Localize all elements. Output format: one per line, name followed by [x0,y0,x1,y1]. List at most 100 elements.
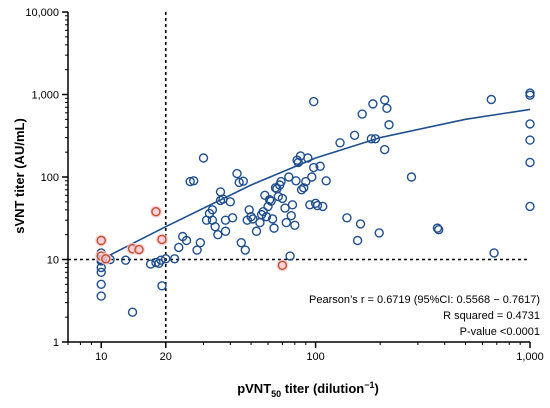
data-point-blue [188,176,199,186]
data-point-blue [156,255,166,265]
data-point-blue [227,213,238,223]
data-point-blue [277,193,288,204]
data-point-blue [251,226,262,236]
x-axis-title: pVNT50 titer (dilution−1) [237,380,379,399]
data-point-blue [357,109,367,119]
data-point-blue [96,279,106,290]
data-point-blue [261,212,272,222]
data-point-blue [232,168,242,179]
data-point-blue [379,144,390,155]
data-point-blue [312,200,323,211]
data-point-blue [315,161,325,171]
fit-curve [100,108,531,261]
data-point-blue [248,214,258,224]
data-point-blue [296,185,307,195]
data-point-blue [525,90,535,100]
y-tick-label: 10,000 [25,7,59,19]
data-point-blue [433,224,444,235]
data-point-blue [267,214,278,224]
data-point-blue [374,228,384,238]
data-point-blue [525,135,535,145]
data-point-blue [307,172,317,182]
data-point-blue [225,197,235,207]
pearson-r-text: Pearson’s r = 0.6719 (95%CI: 0.5568 − 0.… [309,294,540,306]
x-tick-label: 100 [306,351,324,363]
data-point-blue [238,176,249,186]
x-tick-label: 10 [95,351,107,363]
data-point-blue [301,176,311,187]
data-point-blue [157,281,167,291]
data-point-blue [370,134,381,144]
data-point-blue [352,235,363,246]
x-axis-title-superscript: −1 [364,380,374,390]
stats-annotation: Pearson’s r = 0.6719 (95%CI: 0.5568 − 0.… [309,294,540,338]
data-point-blue [120,255,131,265]
data-point-blue [234,177,244,188]
data-point-blue [335,138,345,148]
data-point-blue [525,119,535,129]
p-value-text: P-value <0.0001 [460,326,540,338]
data-point-blue [286,210,296,221]
y-axis-title: sVNT titer (AU/mL) [12,118,27,234]
data-point-blue [309,96,319,107]
data-point-blue [220,226,231,236]
data-point-blue [161,254,171,264]
data-point-blue [185,176,195,187]
data-point-blue [96,267,106,277]
data-point-blue [266,196,276,206]
y-tick-label: 1,000 [31,90,59,102]
data-point-orange [134,244,144,255]
data-point-orange [157,234,167,245]
data-point-blue [290,220,300,230]
data-point-blue [384,120,394,130]
data-point-blue [127,307,138,317]
data-point-blue [303,153,313,163]
data-point-blue [255,217,265,228]
data-point-blue [406,172,417,182]
data-point-blue [284,172,294,182]
axes: 1 10 100 1,000 10,000 10 20 100 1,000 [25,7,543,363]
data-point-blue [285,251,295,261]
data-point-blue [355,219,366,229]
data-point-blue [382,103,392,114]
x-tick-label: 1,000 [516,351,544,363]
y-tick-label: 100 [41,172,59,184]
data-point-blue [192,245,202,255]
data-point-blue [368,99,378,109]
data-point-blue [145,259,156,269]
y-tick-label: 1 [53,337,59,349]
data-point-blue [236,237,246,248]
data-point-blue [525,201,535,212]
data-point-blue [486,94,497,105]
data-point-blue [207,205,218,215]
x-axis-title-subscript: 50 [271,389,281,399]
data-point-blue [349,130,360,141]
data-point-blue [169,254,180,264]
data-point-blue [321,176,331,186]
data-point-blue [264,195,275,205]
x-axis-title-main: pVNT [237,381,271,396]
r-squared-text: R squared = 0.4731 [443,310,540,322]
data-point-blue [309,162,319,173]
data-point-blue [525,157,535,168]
data-point-blue [432,223,443,233]
data-point-blue [276,176,286,187]
data-point-blue [366,134,377,144]
y-tick-label: 10 [47,255,59,267]
x-tick-label: 20 [160,351,172,363]
data-point-blue [293,157,303,168]
x-axis-title-end: ) [374,381,378,396]
data-point-blue [287,200,298,210]
data-point-orange [101,254,111,264]
data-point-blue [281,217,292,228]
data-point-orange [277,260,288,271]
data-point-blue [96,262,106,273]
plot-area [68,12,535,342]
data-point-blue [291,176,301,186]
data-point-blue [96,291,106,301]
data-point-blue [318,201,328,212]
data-point-orange [96,235,106,246]
data-point-blue [210,221,220,232]
data-point-blue [269,223,279,233]
